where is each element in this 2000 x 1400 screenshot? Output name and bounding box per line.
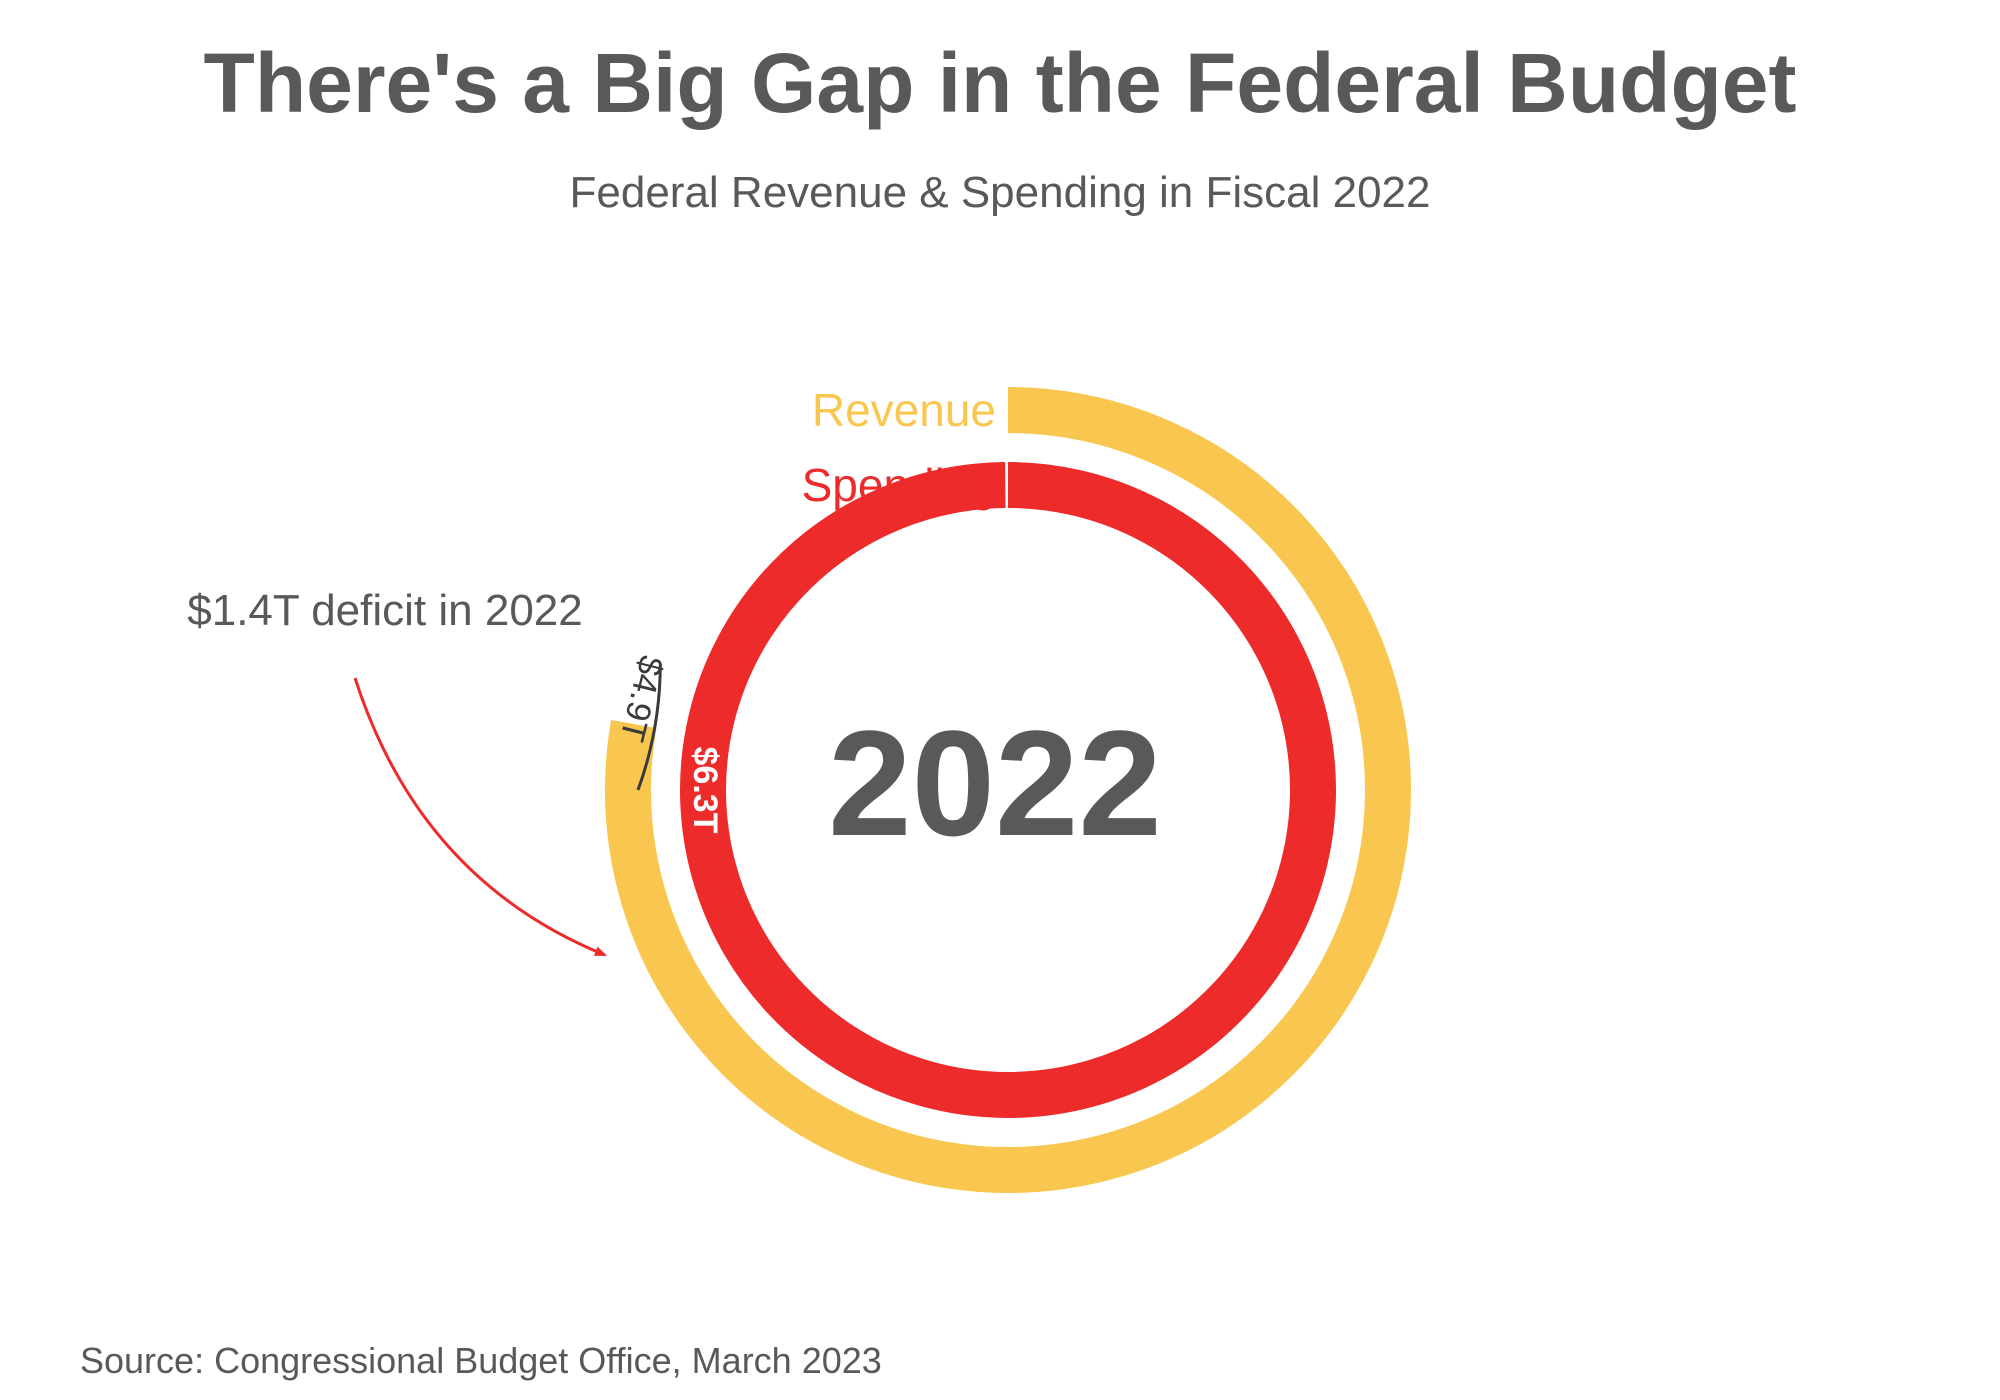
revenue-series-label: Revenue [812,384,996,436]
revenue-arc [605,387,1411,1193]
deficit-annotation: $1.4T deficit in 2022 [187,586,582,635]
center-year-label: 2022 [828,699,1162,867]
spending-arc [680,462,1337,1118]
chart-title: There's a Big Gap in the Federal Budget [204,36,1797,130]
chart-subtitle: Federal Revenue & Spending in Fiscal 202… [570,168,1431,217]
revenue-gap-line [636,663,662,791]
source-note: Source: Congressional Budget Office, Mar… [80,1340,882,1381]
spending-series-label: Spending [802,459,996,511]
deficit-arrow [353,677,607,957]
spending-value-label: $6.3T [686,747,724,834]
